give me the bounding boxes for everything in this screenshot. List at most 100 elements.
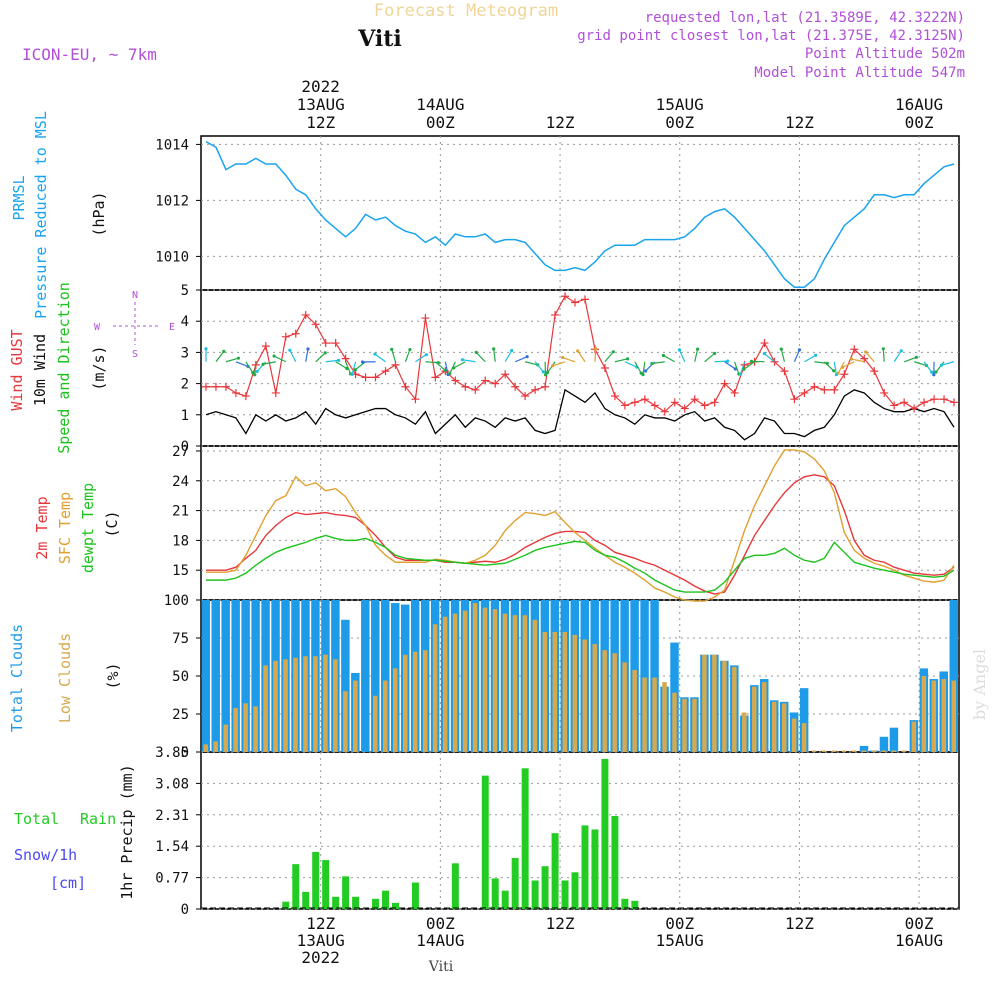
wind-arrow xyxy=(552,361,566,367)
low-cloud-bar xyxy=(492,609,498,752)
wind-arrow xyxy=(235,361,249,367)
gust-marker xyxy=(950,398,959,407)
top-time-label: 2022 xyxy=(301,77,340,96)
bottom-time-label: 12Z xyxy=(785,914,814,933)
low-cloud-bar xyxy=(452,613,458,752)
rain-bar xyxy=(571,872,579,909)
gust-marker xyxy=(670,398,679,407)
gust-marker xyxy=(610,392,619,401)
total-cloud-bar xyxy=(201,600,210,752)
wind-arrow xyxy=(245,361,254,374)
wind-10m-label: 10m Wind xyxy=(31,334,49,406)
low-cloud-bar xyxy=(343,691,348,752)
wind-arrow-head xyxy=(272,354,276,358)
rain-bar xyxy=(382,890,389,909)
wind-arrow-head xyxy=(864,350,868,354)
gust-marker xyxy=(770,357,779,366)
top-time-label: 12Z xyxy=(785,113,814,132)
low-cloud-bar xyxy=(373,695,378,752)
grid-point-coords: grid point closest lon,lat (21.375E, 42.… xyxy=(577,28,965,44)
wind-arrow-head xyxy=(677,348,682,352)
low-cloud-bar xyxy=(861,750,867,752)
ytick-label: 18 xyxy=(172,533,189,549)
gust-marker xyxy=(900,398,909,407)
wind-10m-line xyxy=(205,388,955,441)
gust-marker xyxy=(391,360,400,369)
wind-arrow-head xyxy=(934,370,938,374)
rain-bar xyxy=(631,900,639,909)
wind-arrow-head xyxy=(749,359,754,363)
wind-arrow xyxy=(444,361,449,375)
wind-arrow-head xyxy=(899,349,903,353)
wind-arrow-head xyxy=(525,355,529,359)
gust-marker xyxy=(551,310,560,319)
wind-arrow xyxy=(453,361,466,369)
wind-arrow-head xyxy=(443,368,447,372)
top-time-label: 00Z xyxy=(665,113,694,132)
gust-marker xyxy=(411,395,420,404)
top-time-label: 15AUG xyxy=(656,95,704,114)
low-cloud-bar xyxy=(293,657,298,752)
top-time-label: 12Z xyxy=(306,113,335,132)
wind-arrow xyxy=(882,348,885,362)
gust-marker xyxy=(720,379,729,388)
gust-marker xyxy=(910,404,919,413)
wind-arrow xyxy=(739,361,746,375)
low-cloud-bar xyxy=(901,750,907,752)
total-clouds-label: Total Clouds xyxy=(8,624,26,732)
wind-arrow-head xyxy=(561,355,565,360)
gust-marker xyxy=(920,398,929,407)
low-cloud-bar xyxy=(642,677,647,752)
low-cloud-bar xyxy=(881,750,887,752)
total-cloud-bar xyxy=(949,600,958,752)
low-cloud-bar xyxy=(602,650,607,752)
low-cloud-bar xyxy=(383,680,388,752)
low-cloud-bar xyxy=(393,668,398,752)
wind-arrow-head xyxy=(251,371,255,375)
plot-area: 1010101210140123451518212427025507510000… xyxy=(155,77,960,967)
total-cloud-bar xyxy=(859,745,869,752)
gust-marker xyxy=(311,320,320,329)
wind-arrow xyxy=(415,354,427,363)
wind-arrow xyxy=(305,348,309,362)
gust-marker xyxy=(481,376,490,385)
rain-bar xyxy=(312,851,320,909)
gust-marker xyxy=(600,364,609,372)
low-cloud-bar xyxy=(632,669,637,752)
wind-arrow-head xyxy=(832,369,836,373)
rain-bar xyxy=(621,898,629,909)
gust-marker xyxy=(361,373,370,382)
bottom-time-label: 15AUG xyxy=(656,931,704,950)
wind-unit: (m/s) xyxy=(90,345,108,390)
low-cloud-bar xyxy=(333,659,338,752)
wind-arrow xyxy=(604,351,614,363)
gust-marker xyxy=(630,398,639,407)
top-time-label: 00Z xyxy=(426,113,455,132)
wind-arrow-head xyxy=(939,363,944,367)
gust-marker xyxy=(930,395,939,404)
wind-arrow-head xyxy=(350,372,354,376)
low-cloud-bar xyxy=(831,750,837,752)
wind-arrow xyxy=(289,349,297,363)
low-cloud-bar xyxy=(532,619,538,752)
wind-arrow-head xyxy=(840,365,845,369)
rain-bar xyxy=(302,891,310,909)
ytick-label: 0 xyxy=(181,439,189,455)
model-name: ICON-EU, ~ 7km xyxy=(22,45,157,64)
wind-arrow-head xyxy=(452,366,456,370)
wind-arrow xyxy=(842,361,855,368)
ytick-label: 100 xyxy=(164,593,189,609)
low-cloud-bar xyxy=(442,616,448,752)
wind-arrow-head xyxy=(543,373,548,377)
wind-arrow xyxy=(651,361,665,365)
wind-arrow-head xyxy=(336,358,341,363)
rain-bar xyxy=(561,880,569,909)
wind-arrow xyxy=(374,353,386,363)
wind-arrow xyxy=(714,360,728,363)
low-cloud-bar xyxy=(702,654,707,752)
wind-arrow-head xyxy=(914,355,918,359)
wind-arrow-head xyxy=(424,353,428,357)
gust-marker xyxy=(800,388,809,397)
gust-marker xyxy=(521,392,530,401)
wind-arrow-head xyxy=(641,373,645,377)
